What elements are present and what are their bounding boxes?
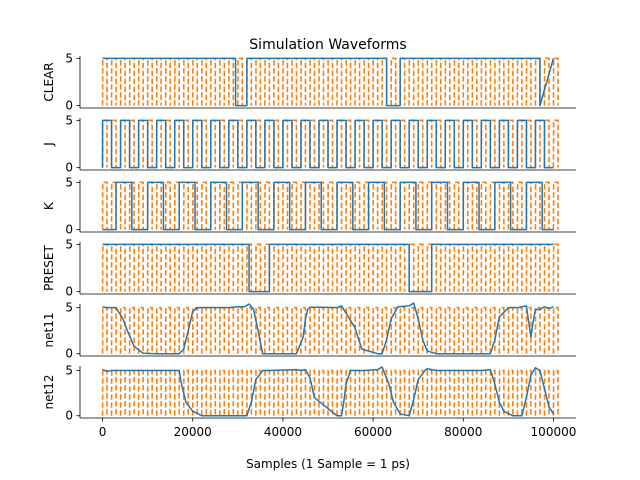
clock-line xyxy=(101,369,559,416)
clock-trace xyxy=(101,306,559,354)
y-axis-label: net12 xyxy=(42,375,56,410)
y-axis-label: PRESET xyxy=(42,244,56,290)
y-tick-label: 0 xyxy=(65,161,73,175)
clock-trace xyxy=(101,57,559,106)
x-tick-label: 0 xyxy=(99,425,107,439)
y-tick-label: 0 xyxy=(65,409,73,423)
x-axis: 0 20000 40000 60000 80000 100000 xyxy=(99,418,577,439)
panel-net12: 0 5 net12 xyxy=(42,364,576,423)
y-tick-label: 0 xyxy=(65,347,73,361)
x-tick-label: 20000 xyxy=(174,425,212,439)
y-tick-label: 5 xyxy=(65,364,73,378)
signal-trace-preset xyxy=(102,243,554,293)
y-tick-label: 0 xyxy=(65,285,73,299)
y-axis-label: K xyxy=(42,201,56,210)
panel-clear: 0 5 CLEAR xyxy=(42,51,576,113)
panel-preset: 0 5 PRESET xyxy=(42,237,576,299)
clock-line xyxy=(101,306,559,354)
y-tick-label: 0 xyxy=(65,223,73,237)
clock-trace xyxy=(101,369,559,416)
panel-k: 0 5 K xyxy=(42,175,576,237)
y-tick-label: 5 xyxy=(65,51,73,65)
chart-title: Simulation Waveforms xyxy=(249,37,406,53)
signal-trace-net12 xyxy=(102,366,555,417)
x-tick-label: 100000 xyxy=(531,425,577,439)
panel-net11: 0 5 net11 xyxy=(42,301,576,361)
clock-trace xyxy=(101,181,559,230)
clock-line xyxy=(101,243,559,292)
y-axis-label: CLEAR xyxy=(42,62,56,101)
y-axis-label: J xyxy=(42,142,56,147)
signal-trace-net11 xyxy=(102,302,554,355)
x-tick-label: 60000 xyxy=(354,425,392,439)
clock-line xyxy=(101,57,559,106)
x-tick-label: 80000 xyxy=(444,425,482,439)
y-tick-label: 5 xyxy=(65,175,73,189)
clock-trace xyxy=(101,243,559,292)
signal-trace-k xyxy=(102,181,554,231)
y-tick-label: 5 xyxy=(65,237,73,251)
signal-trace-j xyxy=(101,119,554,169)
y-tick-label: 5 xyxy=(65,113,73,127)
x-tick-label: 40000 xyxy=(264,425,302,439)
panel-j: 0 5 J xyxy=(42,113,576,175)
y-tick-label: 5 xyxy=(65,301,73,315)
y-axis-label: net11 xyxy=(42,313,56,348)
y-tick-label: 0 xyxy=(65,99,73,113)
signal-trace-clear xyxy=(102,57,555,107)
x-axis-label: Samples (1 Sample = 1 ps) xyxy=(246,457,410,471)
clock-line xyxy=(101,181,559,230)
